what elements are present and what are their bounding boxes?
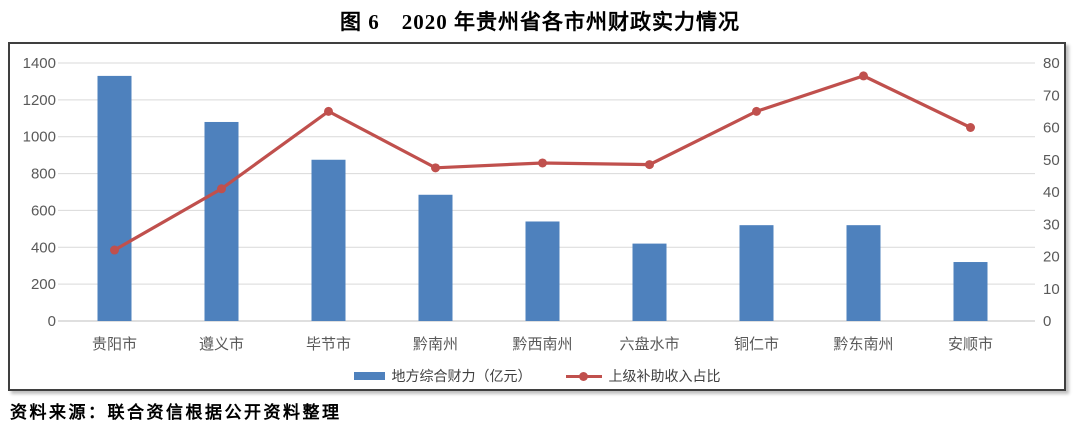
combo-chart: 0 200 400 600 800 1000 1200 1400 0 10 20 30 40 50 60 70… xyxy=(23,55,1060,353)
bar-series-swatch xyxy=(353,372,385,380)
category-label: 安顺市 xyxy=(948,336,993,353)
left-axis-tick-label: 800 xyxy=(31,166,56,183)
line-point xyxy=(538,158,547,168)
line-point xyxy=(431,163,440,173)
left-axis-tick-label: 0 xyxy=(48,313,56,330)
line-point xyxy=(859,71,868,81)
right-axis-tick-label: 30 xyxy=(1043,216,1060,233)
category-label: 黔南州 xyxy=(413,336,458,353)
bar xyxy=(739,225,774,321)
legend-item-bar-series: 地方综合财力（亿元） xyxy=(353,366,532,386)
chart-frame: 0 200 400 600 800 1000 1200 1400 0 10 20 30 40 50 60 70… xyxy=(8,42,1066,391)
bar xyxy=(632,243,667,321)
left-axis-tick-label: 1000 xyxy=(23,129,56,146)
bar xyxy=(846,225,881,321)
bar xyxy=(953,262,988,321)
chart-title: 图 6 2020 年贵州省各市州财政实力情况 xyxy=(340,10,740,34)
line-point xyxy=(324,106,333,116)
right-axis-tick-label: 60 xyxy=(1043,120,1060,137)
line-series-swatch xyxy=(565,371,602,381)
line-point xyxy=(966,123,975,132)
category-label: 铜仁市 xyxy=(734,336,779,353)
bar xyxy=(525,221,560,321)
category-label: 毕节市 xyxy=(306,336,351,353)
line-point xyxy=(752,106,761,116)
bar xyxy=(311,159,346,321)
bar xyxy=(204,121,239,321)
bar xyxy=(418,194,453,321)
right-axis-tick-label: 40 xyxy=(1043,184,1060,201)
left-axis-tick-label: 1200 xyxy=(23,92,56,109)
category-label: 六盘水市 xyxy=(619,335,679,353)
right-axis-tick-label: 80 xyxy=(1043,55,1060,72)
bar xyxy=(97,75,132,322)
left-axis-tick-label: 200 xyxy=(31,276,56,293)
legend-item-line-series: 上级补助收入占比 xyxy=(565,366,721,386)
left-axis-tick-label: 400 xyxy=(31,239,56,256)
legend-label-bar-series: 地方综合财力（亿元） xyxy=(391,368,532,384)
left-axis-tick-label: 600 xyxy=(31,202,56,219)
right-axis-tick-label: 70 xyxy=(1043,87,1060,104)
category-label: 黔东南州 xyxy=(833,336,893,353)
legend-label-line-series: 上级补助收入占比 xyxy=(608,368,721,384)
right-axis-tick-label: 20 xyxy=(1043,249,1060,266)
source-note: 资料来源：联合资信根据公开资料整理 xyxy=(10,403,342,422)
line-point xyxy=(217,184,226,194)
category-label: 遵义市 xyxy=(199,335,244,353)
chart-legend: 地方综合财力（亿元） 上级补助收入占比 xyxy=(10,366,1064,386)
category-label: 黔西南州 xyxy=(512,336,572,353)
left-axis-tick-label: 1400 xyxy=(23,55,56,72)
line-point xyxy=(645,160,654,170)
right-axis-tick-label: 50 xyxy=(1043,152,1060,169)
right-axis-tick-label: 0 xyxy=(1043,313,1051,330)
line-series-marker-icon xyxy=(578,371,588,381)
category-label: 贵阳市 xyxy=(92,336,137,353)
right-axis-tick-label: 10 xyxy=(1043,281,1060,298)
line-point xyxy=(110,245,119,255)
